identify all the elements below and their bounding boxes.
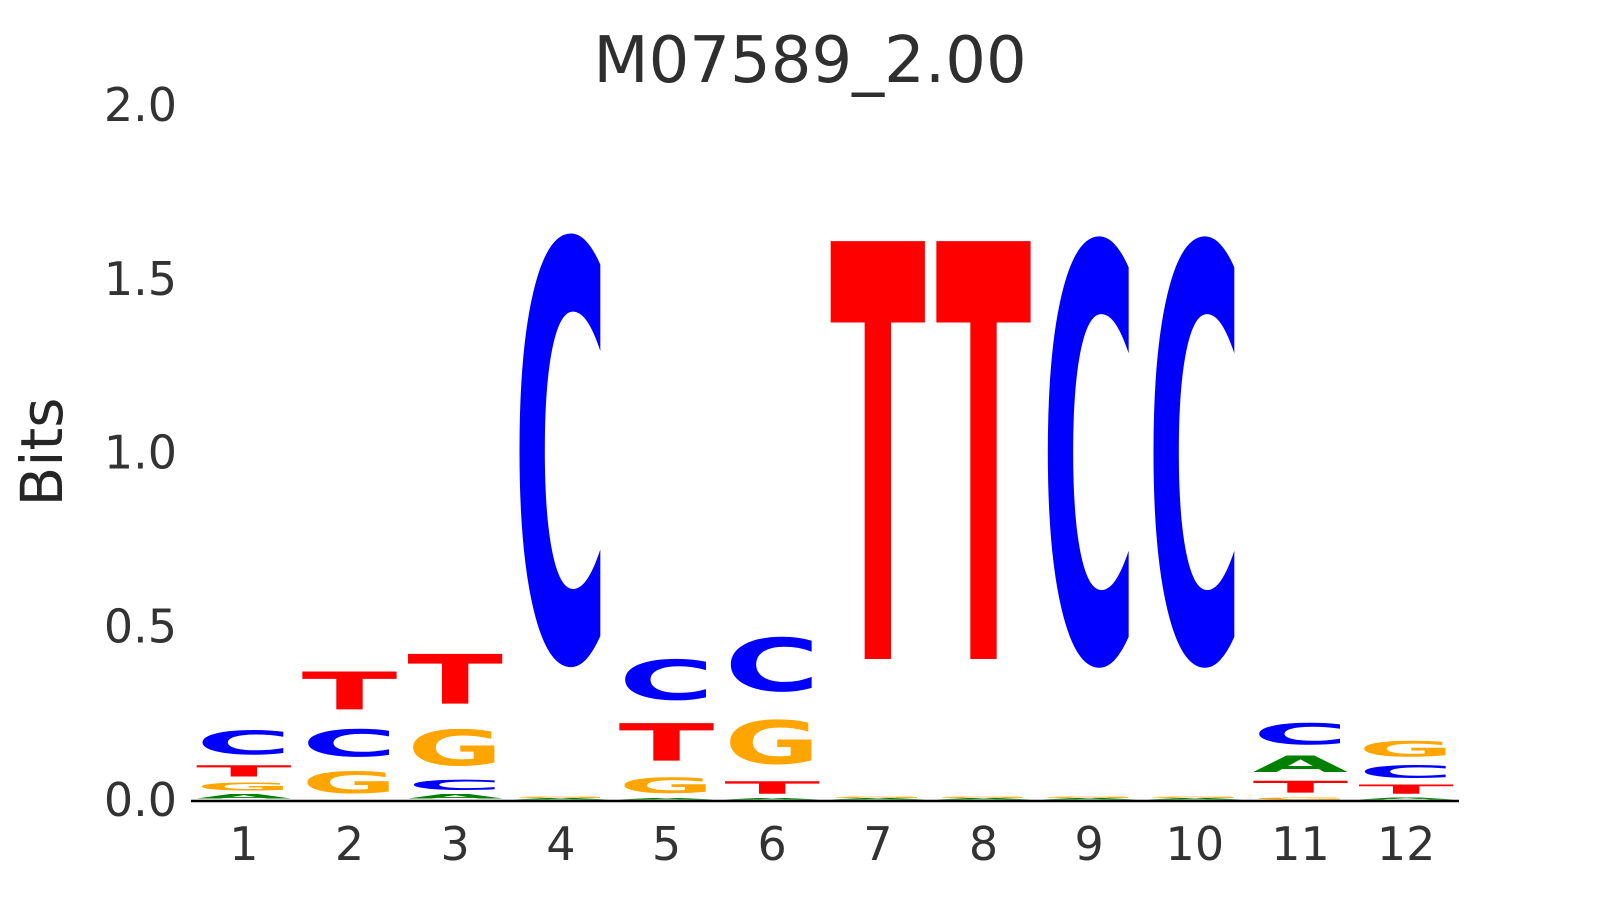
logo-letter-pos1-A: A [196, 793, 292, 800]
logo-letter-pos1-T: T [196, 762, 292, 780]
x-tick-label-6: 6 [758, 817, 787, 871]
logo-letter-pos10-C: C [1147, 130, 1243, 795]
y-tick-label-2.0: 2.0 [104, 78, 177, 132]
y-tick-label-1.5: 1.5 [104, 252, 177, 306]
logo-letter-pos3-G: G [407, 721, 503, 778]
logo-letter-pos3-C: C [407, 777, 503, 793]
x-tick-label-9: 9 [1075, 817, 1104, 871]
logo-letter-pos9-G: G [1041, 797, 1137, 799]
y-axis-label: Bits [8, 398, 76, 507]
logo-letter-pos10-G: G [1147, 797, 1243, 799]
logo-letter-pos12-G: G [1358, 737, 1454, 762]
y-tick-label-1.0: 1.0 [104, 426, 177, 480]
logo-letter-pos9-A: A [1041, 798, 1137, 800]
logo-letter-pos12-T: T [1358, 782, 1454, 797]
logo-letter-pos1-C: C [196, 724, 292, 762]
logo-letter-pos4-G: G [513, 797, 609, 799]
chart-title: M07589_2.00 [593, 24, 1026, 98]
logo-letter-pos1-G: G [196, 780, 292, 793]
x-tick-label-11: 11 [1271, 817, 1330, 871]
logo-letter-pos8-G: G [936, 797, 1032, 799]
logo-letter-pos11-G: G [1253, 797, 1349, 800]
x-tick-label-1: 1 [229, 817, 258, 871]
x-tick-label-7: 7 [863, 817, 892, 871]
logo-letter-pos5-A: A [619, 798, 715, 800]
logo-letter-pos9-C: C [1041, 130, 1137, 795]
x-tick-label-4: 4 [546, 817, 575, 871]
logo-letter-pos2-T: T [302, 661, 398, 721]
x-tick-label-10: 10 [1166, 817, 1225, 871]
logo-letter-stacks: AGTCGCTACGTAGCAGTCATGCAGTAGTAGCAGCGTACAT… [196, 128, 1454, 800]
x-tick-label-2: 2 [335, 817, 364, 871]
x-tick-label-5: 5 [652, 817, 681, 871]
x-axis-ticks: 1 2 3 4 5 6 7 8 9 10 11 12 [229, 817, 1435, 871]
logo-letter-pos6-T: T [724, 778, 820, 798]
logo-letter-pos6-A: A [724, 798, 820, 800]
y-axis-ticks: 0.0 0.5 1.0 1.5 2.0 [104, 78, 177, 827]
x-tick-label-12: 12 [1377, 817, 1436, 871]
logo-letter-pos11-C: C [1253, 718, 1349, 752]
logo-letter-pos11-T: T [1253, 777, 1349, 796]
x-tick-label-3: 3 [441, 817, 470, 871]
logo-letter-pos3-A: A [407, 793, 503, 800]
logo-letter-pos4-A: A [513, 798, 609, 800]
logo-letter-pos12-C: C [1358, 762, 1454, 782]
logo-letter-pos8-T: T [936, 129, 1032, 795]
y-tick-label-0.5: 0.5 [104, 599, 177, 653]
logo-letter-pos5-T: T [619, 713, 715, 773]
logo-letter-pos7-G: G [830, 797, 926, 799]
logo-letter-pos8-A: A [936, 798, 1032, 800]
logo-letter-pos2-G: G [302, 766, 398, 801]
logo-letter-pos10-A: A [1147, 798, 1243, 800]
logo-letter-pos3-T: T [407, 641, 503, 720]
logo-letter-pos7-A: A [830, 798, 926, 800]
logo-letter-pos6-C: C [724, 623, 820, 708]
logo-letter-pos6-G: G [724, 708, 820, 777]
logo-letter-pos5-C: C [619, 649, 715, 713]
logo-letter-pos12-A: A [1358, 797, 1454, 800]
logo-letter-pos2-C: C [302, 722, 398, 765]
logo-letter-pos5-G: G [619, 773, 715, 798]
logo-letter-pos7-T: T [830, 129, 926, 795]
x-tick-label-8: 8 [969, 817, 998, 871]
logo-letter-pos4-C: C [513, 128, 609, 795]
y-tick-label-0.0: 0.0 [104, 773, 177, 827]
logo-letter-pos11-A: A [1253, 751, 1349, 777]
